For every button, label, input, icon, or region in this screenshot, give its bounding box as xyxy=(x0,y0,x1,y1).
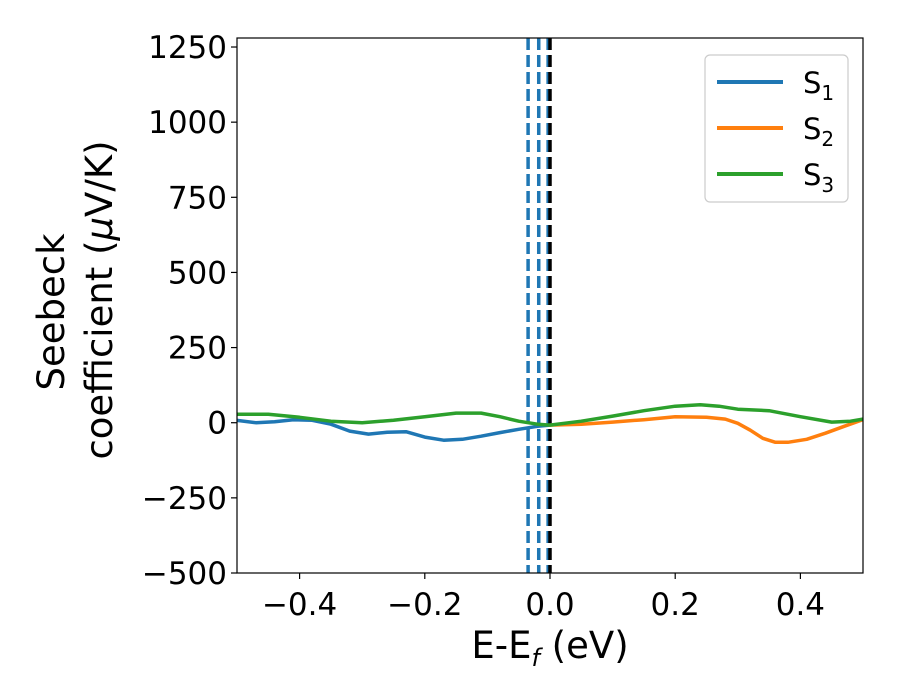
y-tick-label: 500 xyxy=(168,255,227,291)
legend-label-2: S2 xyxy=(803,112,834,151)
y-axis-label-line1: Seebeck xyxy=(30,233,73,391)
y-tick-label: 1000 xyxy=(148,105,227,141)
x-tick-label: 0.4 xyxy=(776,587,825,623)
x-axis-label: E-Ef (eV) xyxy=(471,624,628,672)
legend: S1 S2 S3 xyxy=(704,54,849,203)
legend-label-3: S3 xyxy=(803,158,834,197)
y-tick-label: 0 xyxy=(207,406,227,442)
series-line-2 xyxy=(548,414,863,445)
plot-area xyxy=(237,38,863,573)
x-tick-label: −0.2 xyxy=(387,587,462,623)
y-tick-label: 1250 xyxy=(148,30,227,66)
y-tick-label: 750 xyxy=(168,180,227,216)
x-tick-label: 0.2 xyxy=(651,587,700,623)
y-tick-label: −500 xyxy=(142,556,227,592)
series-line-1 xyxy=(237,417,552,442)
y-tick-label: 250 xyxy=(168,331,227,367)
x-tick-label: 0.0 xyxy=(525,587,574,623)
y-axis-label-line2: coefficient (μV/K) xyxy=(78,140,121,459)
series-line-3 xyxy=(237,402,863,427)
x-tick-label: −0.4 xyxy=(262,587,337,623)
y-tick-label: −250 xyxy=(142,481,227,517)
legend-label-1: S1 xyxy=(803,66,834,105)
axes: −0.4 −0.2 0.0 0.2 0.4 −500 −250 0 250 500 750 1000 1… xyxy=(142,30,864,623)
